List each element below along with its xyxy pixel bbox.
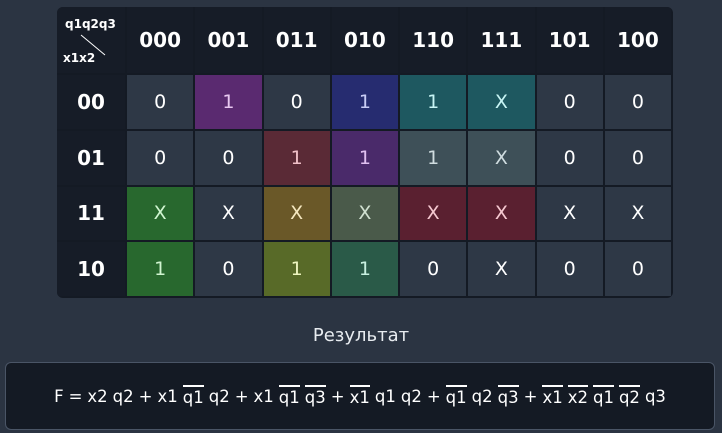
formula-equals: = [68, 386, 83, 406]
column-header: 101 [536, 7, 603, 73]
formula-variable: q3 [304, 385, 326, 407]
formula-variable: x2 [567, 385, 588, 407]
row-header: 00 [57, 75, 125, 129]
map-cell: X [468, 242, 535, 296]
map-cell: 0 [400, 242, 467, 296]
map-cell: 0 [604, 75, 671, 129]
column-header: 000 [127, 7, 194, 73]
column-header: 111 [468, 7, 535, 73]
map-cell: X [195, 186, 262, 241]
corner-cell: q1q2q3 x1x2 [57, 7, 125, 73]
column-header: 011 [263, 7, 330, 73]
formula-variable: x1 [349, 385, 370, 407]
formula-plus: + [330, 386, 345, 406]
corner-top: q1q2q3 [65, 17, 116, 31]
map-cell: 1 [263, 242, 330, 296]
formula-variable: q2 [400, 386, 422, 406]
formula-variable: q1 [278, 385, 300, 407]
formula-variable: q1 [182, 385, 204, 407]
map-cell: X [468, 130, 535, 185]
corner-diagonal [80, 34, 106, 56]
map-cell: 0 [195, 130, 262, 185]
formula-variable: x1 [253, 386, 274, 406]
formula-variable: q2 [112, 386, 134, 406]
formula-variable: q2 [208, 386, 230, 406]
map-cell: 1 [400, 75, 467, 129]
formula-plus: + [426, 386, 441, 406]
map-cell: 1 [331, 75, 398, 129]
result-title: Результат [312, 325, 410, 346]
map-cell: 0 [604, 242, 671, 296]
result-formula: F = x2 q2 + x1 q1 q2 + x1 q1 q3 + x1 q1 q2 + q1 q2 q3 + x1 x2 q… [5, 362, 715, 430]
row-header: 11 [57, 186, 125, 241]
corner-bottom: x1x2 [63, 51, 96, 65]
map-cell: X [468, 186, 535, 241]
formula-variable: x1 [157, 386, 178, 406]
column-header: 110 [400, 7, 467, 73]
column-header: 001 [195, 7, 262, 73]
map-cell: X [400, 186, 467, 241]
map-cell: 1 [195, 75, 262, 129]
map-cell: X [468, 75, 535, 129]
row-header: 10 [57, 242, 125, 296]
map-cell: 0 [127, 130, 194, 185]
formula-plus: + [138, 386, 153, 406]
formula-variable: q2 [618, 385, 640, 407]
row-header: 01 [57, 130, 125, 185]
formula-variable: q1 [445, 385, 467, 407]
map-cell: 0 [195, 242, 262, 296]
formula-variable: q1 [592, 385, 614, 407]
map-cell: 0 [604, 130, 671, 185]
map-cell: 0 [536, 130, 603, 185]
karnaugh-map: q1q2q3 x1x2 000 001 011 010 110 111 101 100 00 0 1 0 1… [57, 7, 673, 298]
formula-plus: + [234, 386, 249, 406]
map-cell: 1 [400, 130, 467, 185]
column-header: 100 [604, 7, 671, 73]
formula-lhs: F [54, 386, 64, 406]
map-cell: 0 [127, 75, 194, 129]
map-cell: 1 [263, 130, 330, 185]
formula-variable: q3 [644, 386, 666, 406]
formula-variable: x1 [542, 385, 563, 407]
map-cell: X [536, 186, 603, 241]
column-header: 010 [331, 7, 398, 73]
formula-plus: + [523, 386, 538, 406]
map-cell: X [127, 186, 194, 241]
map-cell: X [331, 186, 398, 241]
map-cell: 1 [331, 130, 398, 185]
formula-variable: x2 [87, 386, 108, 406]
formula-variable: q1 [374, 386, 396, 406]
formula-variable: q2 [471, 386, 493, 406]
map-cell: 1 [331, 242, 398, 296]
formula-variable: q3 [497, 385, 519, 407]
map-cell: 0 [263, 75, 330, 129]
map-cell: 0 [536, 75, 603, 129]
map-cell: 0 [536, 242, 603, 296]
map-cell: X [604, 186, 671, 241]
map-cell: X [263, 186, 330, 241]
map-cell: 1 [127, 242, 194, 296]
